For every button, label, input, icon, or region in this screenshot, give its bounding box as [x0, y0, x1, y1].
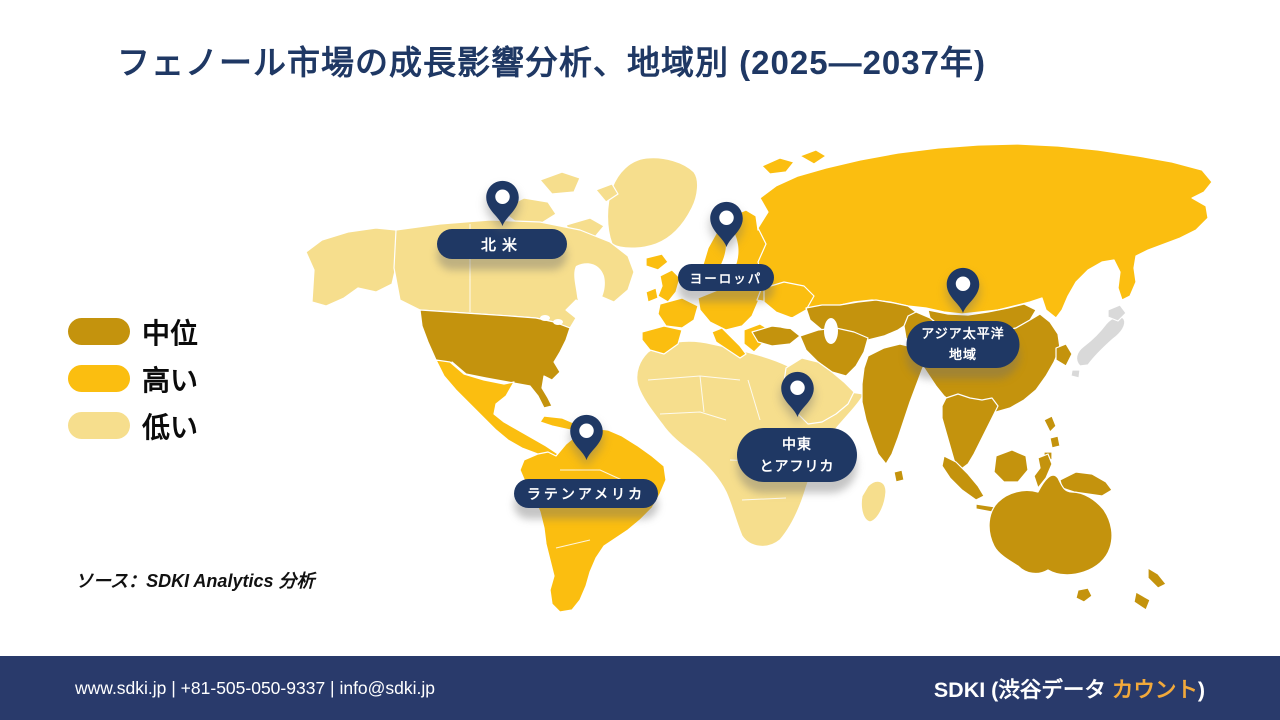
region-label-middle-east-africa: 中東 とアフリカ: [737, 428, 857, 482]
region-label-asia-pacific: アジア太平洋 地域: [906, 321, 1020, 368]
region-label-text: ヨーロッパ: [689, 272, 763, 286]
region-label-latin-america: ラテンアメリカ: [514, 479, 658, 508]
source-note: ソース：SDKI Analytics 分析: [75, 571, 315, 591]
location-pin-icon: [569, 414, 603, 461]
legend-swatch-medium: [68, 318, 130, 345]
page-title: フェノール市場の成長影響分析、地域別 (2025—2037年): [117, 44, 986, 81]
footer-brand-prefix: SDKI (渋谷データ: [933, 677, 1112, 702]
region-label-text: 中東: [782, 435, 812, 452]
region-label-text: アジア太平洋: [921, 326, 1005, 342]
region-marker-europe: ヨーロッパ: [678, 201, 774, 291]
region-label-text: ラテンアメリカ: [526, 485, 646, 502]
legend-swatch-high: [68, 365, 130, 392]
landmass-ukraine: [763, 281, 815, 319]
footer-brand-highlight: カウント: [1111, 677, 1198, 702]
region-marker-asia-pacific: アジア太平洋 地域: [906, 267, 1020, 368]
legend-item-medium: 中位: [68, 318, 198, 349]
location-pin-icon: [780, 371, 814, 418]
legend-label-low: 低い: [142, 411, 199, 443]
footer-brand-suffix: ): [1197, 677, 1205, 702]
region-label-north-america: 北米: [437, 229, 567, 259]
region-marker-middle-east-africa: 中東 とアフリカ: [737, 371, 857, 482]
region-label-text: とアフリカ: [759, 458, 835, 474]
landmass-asia-medium: [751, 299, 1113, 518]
legend-item-high: 高い: [68, 365, 198, 396]
location-pin-icon: [946, 267, 980, 314]
footer-contact-info: www.sdki.jp | +81-505-050-9337 | info@sd…: [75, 677, 436, 698]
region-label-text: 地域: [948, 346, 977, 362]
location-pin-icon: [709, 201, 743, 248]
footer-bar: www.sdki.jp | +81-505-050-9337 | info@sd…: [0, 656, 1280, 720]
region-label-europe: ヨーロッパ: [678, 264, 774, 291]
region-label-text: 北米: [480, 236, 523, 254]
landmass-oceania: [988, 474, 1167, 611]
landmass-mexico: [435, 359, 559, 461]
region-marker-latin-america: ラテンアメリカ: [514, 414, 658, 508]
footer-brand: SDKI (渋谷データ カウント): [934, 673, 1205, 704]
landmass-japan: [1070, 304, 1127, 379]
legend: 中位 高い 低い: [68, 318, 198, 459]
landmass-russia: [756, 143, 1213, 319]
legend-label-high: 高い: [142, 364, 199, 396]
legend-item-low: 低い: [68, 412, 198, 443]
legend-label-medium: 中位: [142, 317, 199, 349]
water-cutouts: [540, 232, 838, 344]
region-marker-north-america: 北米: [437, 180, 567, 259]
location-pin-icon: [485, 180, 519, 227]
legend-swatch-low: [68, 412, 130, 439]
